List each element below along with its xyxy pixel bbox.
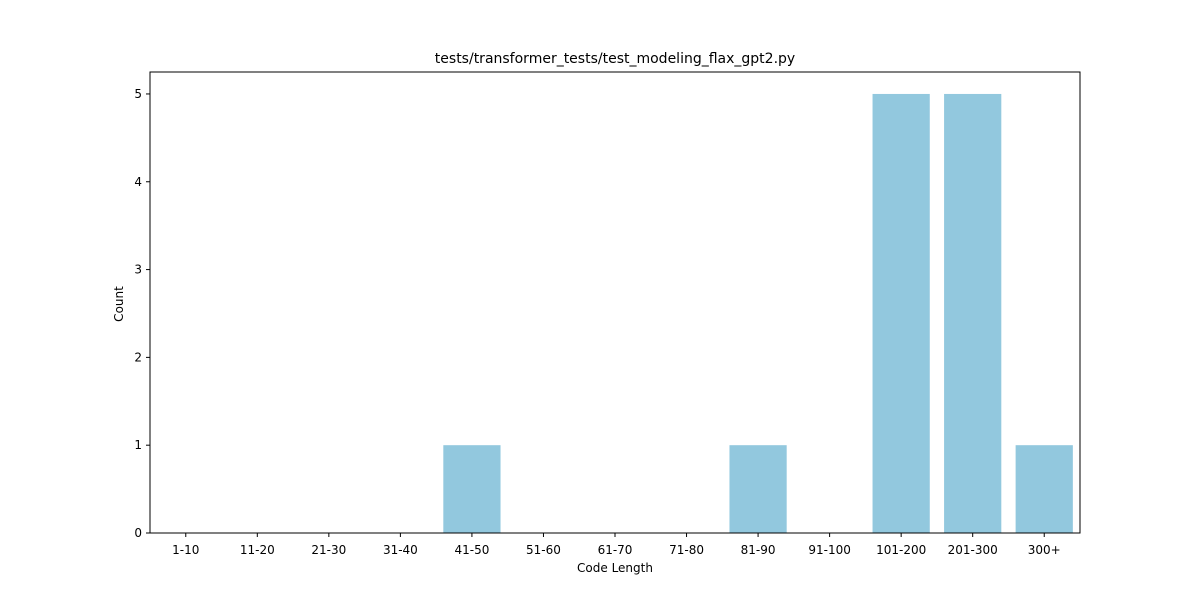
x-tick-label: 61-70 [598,543,633,557]
x-tick-label: 21-30 [311,543,346,557]
x-tick-label: 201-300 [948,543,998,557]
x-tick-label: 101-200 [876,543,926,557]
y-axis-ticks: 0 1 2 3 4 5 [134,87,150,540]
bar [443,445,501,533]
x-tick-label: 31-40 [383,543,418,557]
x-tick-label: 11-20 [240,543,275,557]
y-tick-label: 5 [134,87,142,101]
plot-frame [149,71,1081,534]
bars-layer [443,93,1073,533]
y-tick-label: 0 [134,526,142,540]
bar [1015,445,1073,533]
y-tick-label: 1 [134,438,142,452]
y-tick-label: 4 [134,175,142,189]
x-tick-label: 1-10 [172,543,199,557]
x-tick-label: 41-50 [454,543,489,557]
y-axis-title: Count [112,286,126,322]
x-tick-label: 81-90 [741,543,776,557]
bar [872,93,930,533]
y-tick-label: 3 [134,263,142,277]
x-axis-ticks: 1-10 11-20 21-30 31-40 41-50 51-60 61-70 71-80 8… [172,533,1061,557]
x-tick-label: 51-60 [526,543,561,557]
x-tick-label: 91-100 [808,543,851,557]
x-tick-label: 71-80 [669,543,704,557]
y-tick-label: 2 [134,350,142,364]
chart-title: tests/transformer_tests/test_modeling_fl… [435,51,795,67]
x-tick-label: 300+ [1028,543,1061,557]
bar [729,445,787,533]
x-axis-title: Code Length [577,561,653,575]
bar [944,93,1002,533]
